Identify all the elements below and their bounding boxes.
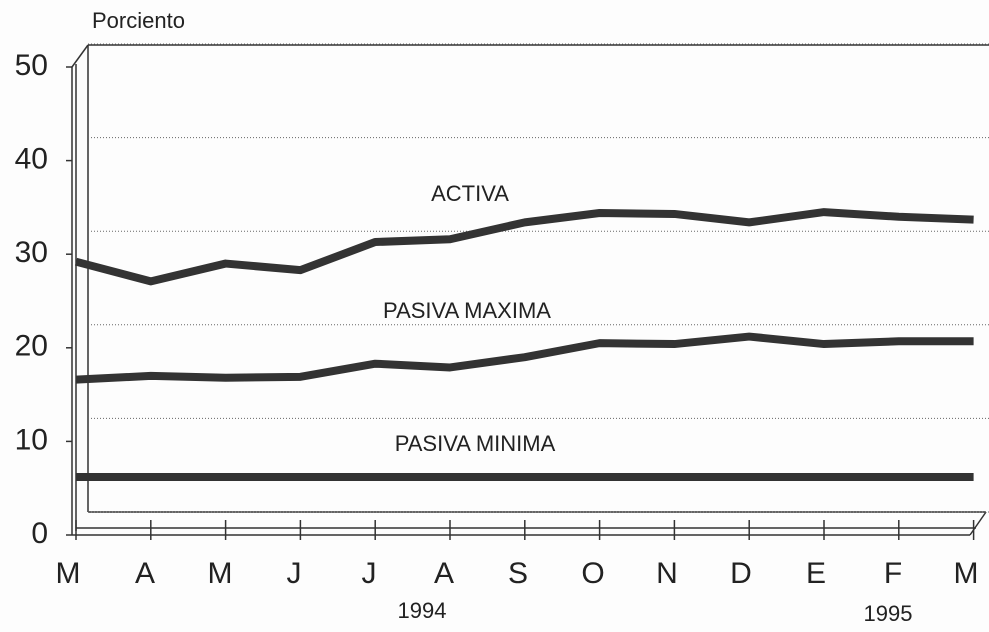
y-tick-label: 10 (15, 423, 48, 456)
year-label: 1995 (864, 601, 913, 626)
x-tick-label: O (581, 557, 604, 590)
floor-right (969, 511, 987, 536)
x-tick-label: A (434, 557, 454, 590)
series-label: PASIVA MINIMA (395, 431, 556, 456)
year-label: 1994 (398, 598, 447, 623)
series-line (74, 208, 974, 286)
frame (71, 44, 989, 536)
x-tick-label: M (954, 557, 979, 590)
y-tick-label: 40 (15, 143, 48, 176)
x-tick-label: J (362, 557, 377, 590)
x-tick-label: J (287, 557, 302, 590)
left-top-edge (71, 44, 89, 68)
x-tick-label: D (730, 557, 752, 590)
y-tick-label: 50 (15, 49, 48, 82)
x-tick-label: F (884, 557, 902, 590)
series-label: PASIVA MAXIMA (383, 298, 551, 323)
x-tick-label: M (56, 557, 81, 590)
x-tick-label: A (135, 557, 155, 590)
y-axis-label: Porciento (92, 8, 185, 33)
x-tick-label: N (656, 557, 678, 590)
series-line (75, 332, 974, 384)
series-label: ACTIVA (431, 181, 509, 206)
y-tick-label: 0 (31, 517, 48, 550)
x-tick-label: M (208, 557, 233, 590)
y-tick-label: 20 (15, 330, 48, 363)
y-tick-label: 30 (15, 236, 48, 269)
x-tick-label: E (806, 557, 826, 590)
x-tick-label: S (508, 557, 528, 590)
